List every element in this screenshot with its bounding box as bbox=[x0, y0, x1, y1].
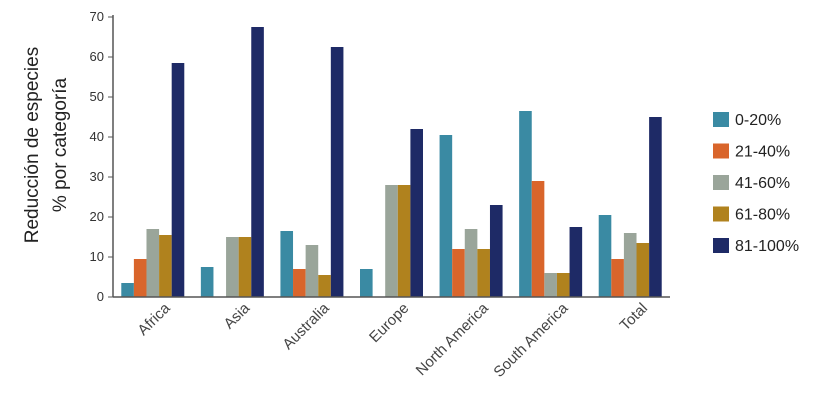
bar bbox=[146, 229, 160, 297]
bar bbox=[611, 259, 624, 297]
bar bbox=[133, 259, 147, 297]
x-tick-label: Africa bbox=[134, 299, 174, 339]
y-tick-label: 20 bbox=[90, 209, 104, 224]
bar bbox=[360, 269, 373, 297]
bar bbox=[636, 243, 650, 297]
y-tick-label: 30 bbox=[90, 169, 104, 184]
bar bbox=[251, 27, 264, 297]
bar bbox=[477, 249, 490, 297]
bar bbox=[305, 245, 319, 297]
y-tick-label: 0 bbox=[97, 289, 104, 304]
y-axis-label-line1: Reducción de especies bbox=[22, 47, 43, 243]
y-axis-label-line2: % por categoría bbox=[50, 78, 71, 213]
bar bbox=[121, 283, 134, 297]
bar bbox=[238, 237, 252, 297]
bar bbox=[385, 185, 398, 297]
legend-swatch bbox=[713, 175, 729, 190]
legend-label: 0-20% bbox=[735, 112, 781, 129]
y-tick-label: 70 bbox=[90, 9, 104, 24]
x-tick-label: Asia bbox=[221, 299, 254, 332]
x-tick-label: North America bbox=[413, 299, 493, 379]
bar bbox=[200, 267, 214, 297]
y-tick-label: 60 bbox=[90, 49, 104, 64]
x-axis-tick-labels: Africa Asia Australia Europe North AmericaSo… bbox=[134, 299, 651, 380]
bar bbox=[410, 129, 423, 297]
bar bbox=[280, 231, 294, 297]
legend-label: 41-60% bbox=[735, 175, 790, 192]
legend-swatch bbox=[713, 112, 729, 127]
bar bbox=[464, 229, 478, 297]
y-tick-label: 40 bbox=[90, 129, 104, 144]
bar bbox=[598, 215, 612, 297]
bar bbox=[544, 273, 557, 297]
bar bbox=[531, 181, 545, 297]
axes bbox=[112, 15, 670, 298]
bar bbox=[318, 275, 331, 297]
bar bbox=[569, 227, 583, 297]
x-tick-label: Europe bbox=[366, 300, 412, 346]
x-tick-label: South America bbox=[490, 299, 571, 380]
bar bbox=[452, 249, 465, 297]
bar bbox=[623, 233, 637, 297]
bar bbox=[330, 47, 344, 297]
legend-label: 21-40% bbox=[735, 144, 790, 161]
x-tick-label: Total bbox=[617, 300, 651, 334]
bars bbox=[121, 27, 662, 297]
legend: 0-20% 21-40% 41-60% 61-80% 81-100% bbox=[713, 112, 799, 255]
y-axis-label: Reducción de especies % por categoría bbox=[22, 47, 71, 243]
bar bbox=[293, 269, 306, 297]
bar bbox=[439, 135, 453, 297]
x-tick-label: Australia bbox=[279, 299, 333, 353]
legend-label: 81-100% bbox=[735, 238, 799, 255]
bar bbox=[159, 235, 172, 297]
legend-swatch bbox=[713, 238, 729, 253]
y-axis-ticks: 0 10 20 30 40 50 60 70 bbox=[90, 9, 113, 304]
legend-label: 61-80% bbox=[735, 207, 790, 224]
bar bbox=[489, 205, 503, 297]
bar bbox=[649, 117, 662, 297]
bar bbox=[556, 273, 570, 297]
bar bbox=[171, 63, 185, 297]
legend-swatch bbox=[713, 206, 729, 222]
y-tick-label: 50 bbox=[90, 89, 104, 104]
legend-swatch bbox=[713, 143, 729, 159]
y-tick-label: 10 bbox=[90, 249, 104, 264]
bar bbox=[226, 237, 239, 297]
bar bbox=[519, 111, 532, 297]
bar bbox=[397, 185, 411, 297]
